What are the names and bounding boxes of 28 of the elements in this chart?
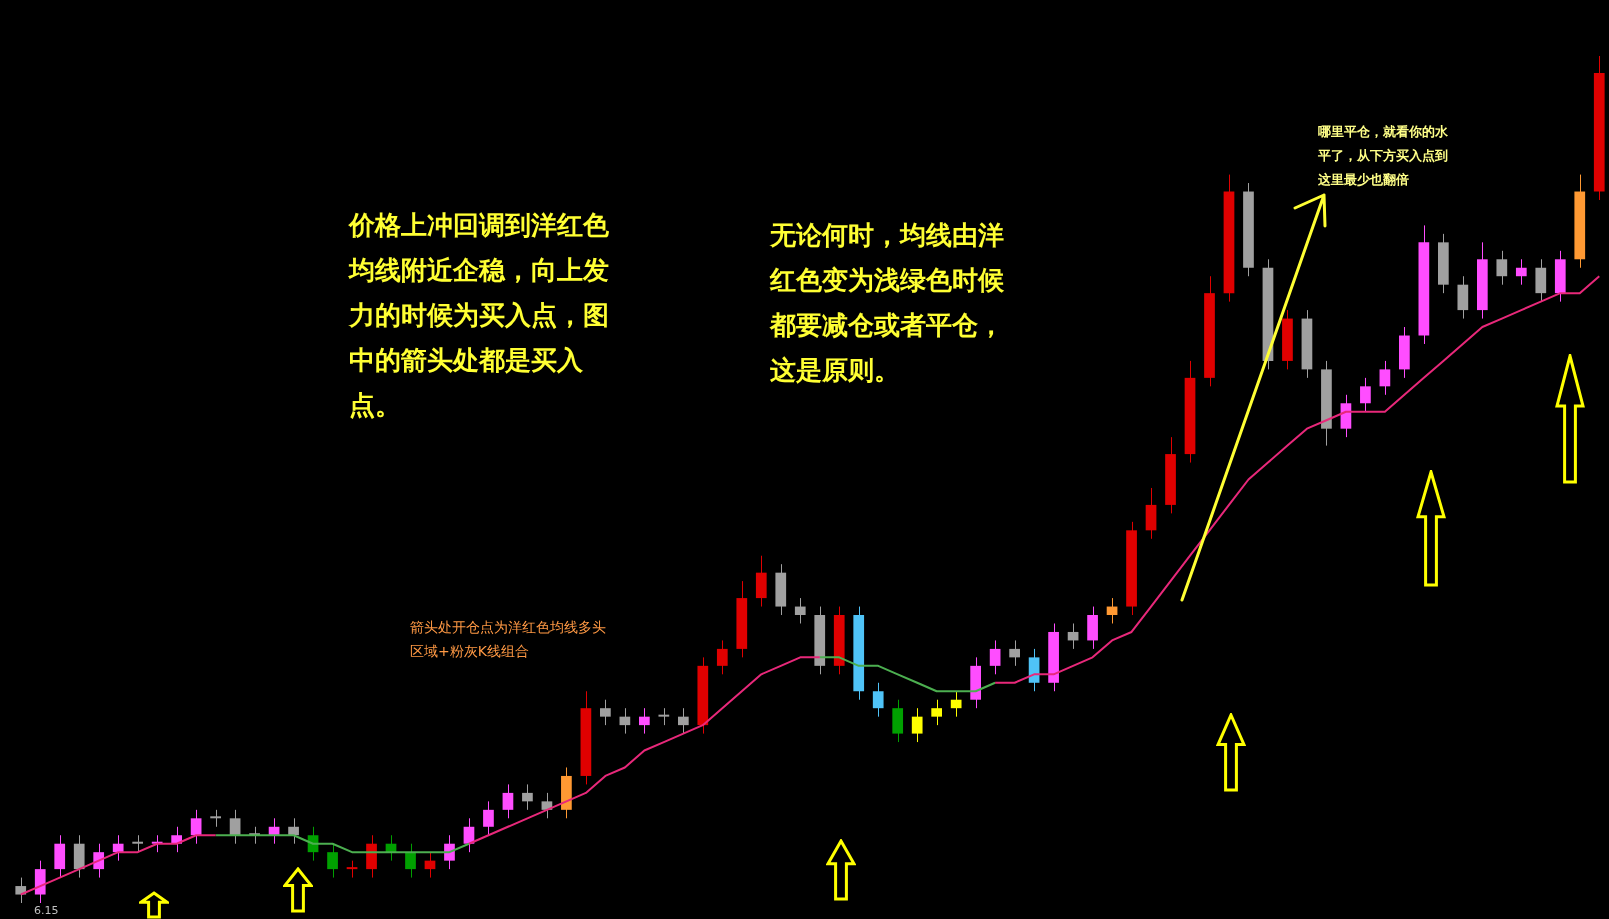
annotation: 箭头处开仓点为洋红色均线多头区域+粉灰K线组合 [410, 618, 607, 661]
candlestick [716, 639, 728, 675]
annotation: 哪里平仓，就看你的水平了，从下方买入点到这里最少也翻倍 [1318, 123, 1449, 189]
candlestick [677, 707, 689, 735]
candlestick [872, 682, 884, 718]
annotation: 无论何时，均线由洋红色变为浅绿色时候都要减仓或者平仓，这是原则。 [770, 219, 1005, 387]
candlestick [502, 783, 514, 819]
candlestick [522, 783, 533, 811]
candlestick [931, 699, 943, 726]
candlestick [483, 800, 494, 836]
candlestick [1496, 250, 1508, 286]
candlestick [1009, 639, 1020, 667]
candlestick [288, 817, 299, 845]
candlestick [794, 597, 806, 624]
candlestick [15, 877, 27, 904]
candlestick [405, 843, 416, 879]
candlestick [950, 690, 962, 718]
text: 6.15 [34, 904, 59, 918]
candlestick [639, 707, 650, 735]
candlestick [1379, 360, 1391, 396]
candlestick [911, 707, 923, 743]
candlestick [1515, 258, 1527, 286]
annotation: 价格上冲回调到洋红色均线附近企稳，向上发力的时候为买入点，图中的箭头处都是买入点。 [349, 209, 610, 422]
candlestick [989, 639, 1001, 675]
candlestick [1360, 377, 1371, 413]
candlestick [327, 843, 338, 879]
candlestick [190, 809, 202, 845]
candlestick [600, 699, 611, 726]
